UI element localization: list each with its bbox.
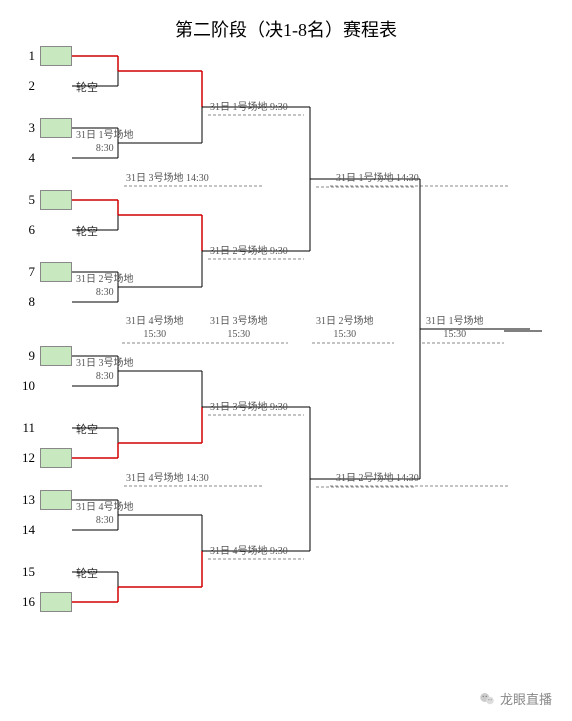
r1-match-label: 31日 4号场地8:30 bbox=[76, 501, 134, 527]
r3-match-label: 31日 2号场地 14:30 bbox=[336, 472, 419, 485]
footer-text: 龙眼直播 bbox=[500, 692, 552, 707]
mid-split-label: 31日 3号场地15:30 bbox=[210, 315, 268, 341]
r1-match-label: 31日 3号场地8:30 bbox=[76, 357, 134, 383]
loser-r2-label: 31日 3号场地 14:30 bbox=[126, 172, 209, 185]
mid-split-label: 31日 4号场地15:30 bbox=[126, 315, 184, 341]
r1-match-label: 31日 2号场地8:30 bbox=[76, 273, 134, 299]
r3-match-label: 31日 1号场地 14:30 bbox=[336, 172, 419, 185]
mid-split-label: 31日 2号场地15:30 bbox=[316, 315, 374, 341]
r1-match-label: 31日 1号场地8:30 bbox=[76, 129, 134, 155]
r2-match-label: 31日 2号场地 9:30 bbox=[210, 245, 288, 258]
r2-match-label: 31日 3号场地 9:30 bbox=[210, 401, 288, 414]
r2-match-label: 31日 1号场地 9:30 bbox=[210, 101, 288, 114]
loser-r2-label: 31日 4号场地 14:30 bbox=[126, 472, 209, 485]
r2-match-label: 31日 4号场地 9:30 bbox=[210, 545, 288, 558]
mid-split-label: 31日 1号场地15:30 bbox=[426, 315, 484, 341]
footer: 龙眼直播 bbox=[478, 689, 552, 711]
wechat-icon bbox=[478, 690, 496, 711]
